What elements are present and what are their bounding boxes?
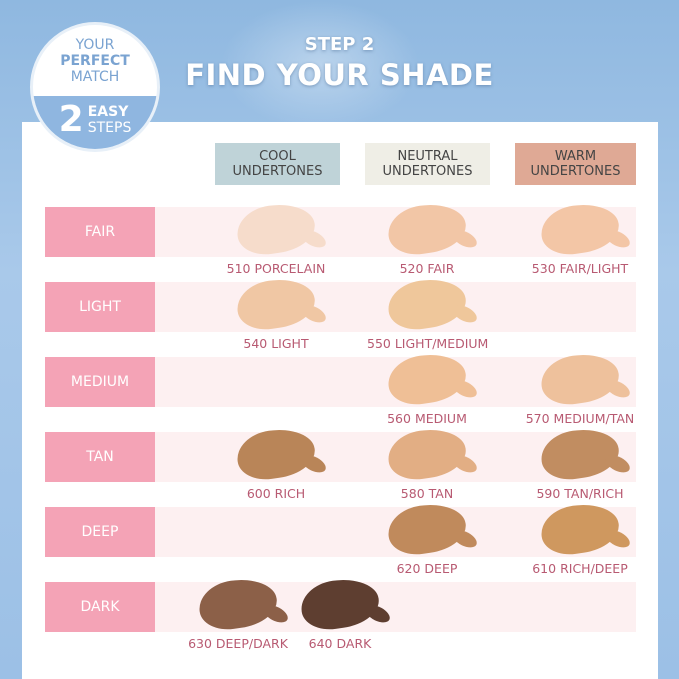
column-header-cool: COOL UNDERTONES — [215, 143, 340, 185]
row-label-medium: MEDIUM — [45, 357, 155, 407]
column-header-line2: UNDERTONES — [232, 164, 323, 179]
column-header-line1: NEUTRAL — [397, 149, 458, 164]
shade-name: 590 TAN/RICH — [536, 486, 624, 501]
shade-name: 520 FAIR — [399, 261, 455, 276]
swatch-blob — [234, 199, 318, 259]
shade-swatch: 540 LIGHT — [216, 274, 336, 351]
shade-name: 530 FAIR/LIGHT — [531, 261, 629, 276]
shade-name: 560 MEDIUM — [387, 411, 467, 426]
swatch-blob — [196, 574, 280, 634]
badge-easy: EASY — [87, 104, 129, 120]
shade-swatch: 520 FAIR — [367, 199, 487, 276]
swatch-blob — [385, 349, 469, 409]
shade-swatch: 620 DEEP — [367, 499, 487, 576]
shade-name: 580 TAN — [400, 486, 454, 501]
shade-swatch: 630 DEEP/DARK — [178, 574, 298, 651]
column-header-neutral: NEUTRAL UNDERTONES — [365, 143, 490, 185]
badge-line2: PERFECT — [60, 53, 130, 69]
column-header-line2: UNDERTONES — [382, 164, 473, 179]
column-header-line2: UNDERTONES — [530, 164, 621, 179]
shade-name: 550 LIGHT/MEDIUM — [367, 336, 489, 351]
swatch-blob — [538, 199, 622, 259]
shade-swatch: 640 DARK — [280, 574, 400, 651]
row-label-fair: FAIR — [45, 207, 155, 257]
badge-line3: MATCH — [70, 69, 120, 85]
badge-line1: YOUR — [75, 37, 115, 53]
shade-name: 540 LIGHT — [243, 336, 309, 351]
shade-name: 630 DEEP/DARK — [188, 636, 288, 651]
shade-name: 570 MEDIUM/TAN — [525, 411, 635, 426]
shade-swatch: 530 FAIR/LIGHT — [520, 199, 640, 276]
shade-swatch: 560 MEDIUM — [367, 349, 487, 426]
swatch-blob — [385, 199, 469, 259]
badge-number: 2 — [58, 99, 84, 140]
shade-name: 640 DARK — [308, 636, 372, 651]
shade-swatch: 550 LIGHT/MEDIUM — [367, 274, 489, 351]
swatch-blob — [385, 274, 469, 334]
shade-swatch: 510 PORCELAIN — [216, 199, 336, 276]
swatch-blob — [538, 349, 622, 409]
shade-swatch: 590 TAN/RICH — [520, 424, 640, 501]
shade-name: 620 DEEP — [396, 561, 458, 576]
swatch-blob — [298, 574, 382, 634]
swatch-blob — [538, 499, 622, 559]
swatch-blob — [234, 274, 318, 334]
swatch-blob — [234, 424, 318, 484]
row-label-deep: DEEP — [45, 507, 155, 557]
row-label-tan: TAN — [45, 432, 155, 482]
shade-name: 600 RICH — [246, 486, 306, 501]
shade-name: 510 PORCELAIN — [226, 261, 326, 276]
badge-steps: STEPS — [87, 120, 132, 136]
swatch-blob — [385, 424, 469, 484]
row-label-dark: DARK — [45, 582, 155, 632]
column-header-warm: WARM UNDERTONES — [515, 143, 636, 185]
background-cloud — [220, 0, 420, 130]
swatch-blob — [538, 424, 622, 484]
page-title: FIND YOUR SHADE — [185, 58, 494, 92]
shade-swatch: 600 RICH — [216, 424, 336, 501]
column-header-line1: WARM — [554, 149, 597, 164]
shade-swatch: 570 MEDIUM/TAN — [520, 349, 640, 426]
row-label-light: LIGHT — [45, 282, 155, 332]
step-label: STEP 2 — [304, 34, 375, 55]
perfect-match-badge: YOUR PERFECT MATCH 2 EASY STEPS — [30, 22, 160, 152]
shade-swatch: 610 RICH/DEEP — [520, 499, 640, 576]
shade-swatch: 580 TAN — [367, 424, 487, 501]
column-header-line1: COOL — [259, 149, 296, 164]
swatch-blob — [385, 499, 469, 559]
shade-name: 610 RICH/DEEP — [532, 561, 628, 576]
